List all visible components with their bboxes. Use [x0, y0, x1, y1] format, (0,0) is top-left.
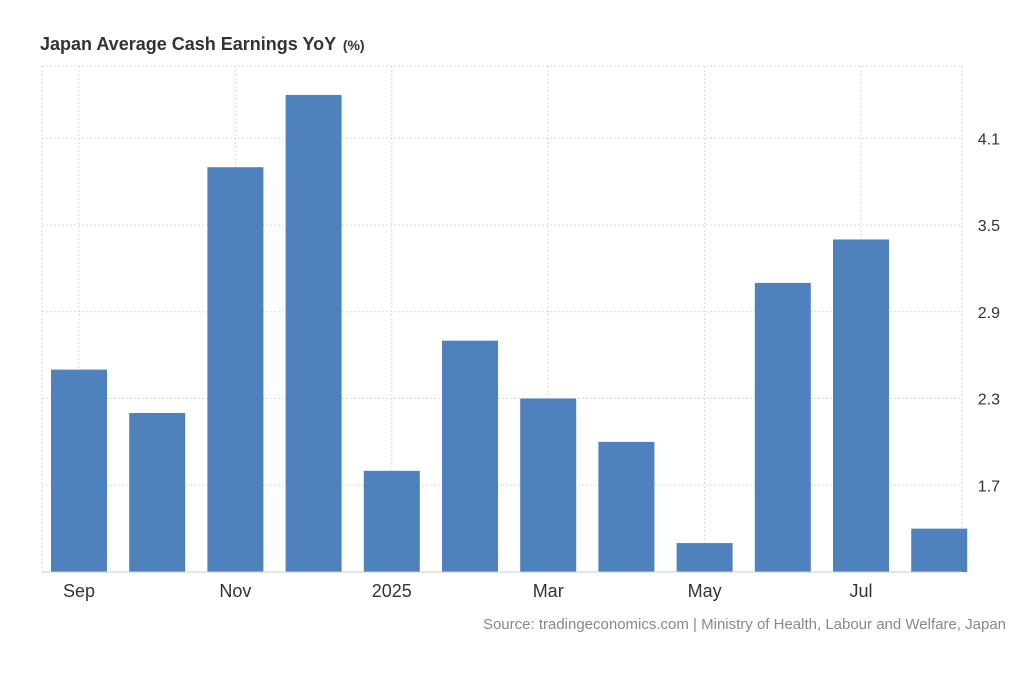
axes: 1.7 2.3 2.9 3.5 4.1 Sep Nov 2025 Mar May Jul — [42, 131, 1000, 601]
y-tick-label: 1.7 — [978, 478, 1000, 495]
chart-title-text: Japan Average Cash Earnings YoY — [40, 34, 336, 54]
bar-oct-2024 — [129, 412, 186, 572]
x-tick-label: May — [688, 581, 722, 601]
chart-title-unit: (%) — [342, 37, 365, 53]
x-tick-label: Jul — [849, 581, 872, 601]
bar-jun-2025 — [754, 282, 811, 572]
y-tick-label: 3.5 — [978, 218, 1000, 235]
bar-apr-2025 — [598, 441, 655, 572]
bar-jan-2025 — [363, 470, 420, 572]
bars — [51, 94, 968, 573]
x-tick-label: Nov — [219, 581, 251, 601]
bar-nov-2024 — [207, 167, 264, 572]
bar-dec-2024 — [285, 94, 342, 573]
y-tick-label: 2.3 — [978, 392, 1000, 409]
bar-may-2025 — [676, 543, 733, 572]
x-tick-label: Mar — [533, 581, 564, 601]
bar-jul-2025 — [833, 239, 889, 572]
chart-title: Japan Average Cash Earnings YoY (%) — [40, 34, 365, 55]
y-tick-label: 2.9 — [978, 305, 1000, 322]
source-note: Source: tradingeconomics.com | Ministry … — [482, 616, 1006, 633]
bar-chart: 1.7 2.3 2.9 3.5 4.1 Sep Nov 2025 Mar May Jul — [41, 65, 1000, 601]
y-tick-label: 4.1 — [978, 131, 1000, 148]
bar-mar-2025 — [520, 398, 577, 572]
bar-feb-2025 — [442, 340, 498, 572]
bar-aug-2025 — [911, 528, 968, 572]
x-tick-label: Sep — [63, 581, 95, 601]
bar-sep-2024 — [51, 369, 107, 572]
x-tick-label: 2025 — [372, 581, 412, 601]
